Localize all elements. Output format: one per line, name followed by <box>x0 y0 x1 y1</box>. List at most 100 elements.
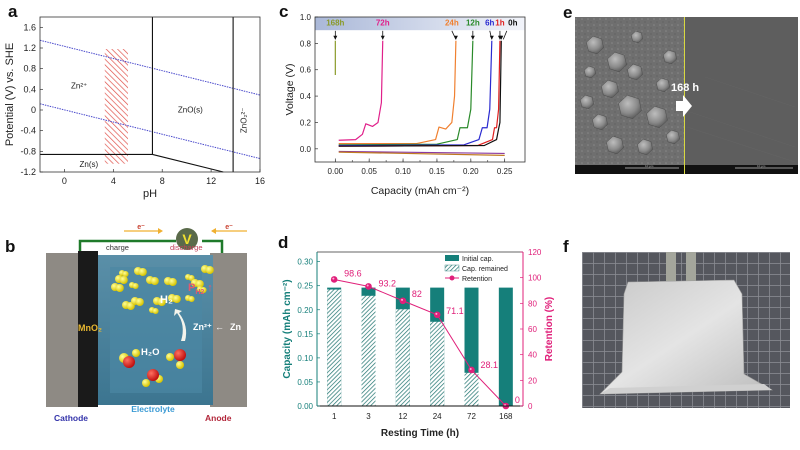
curve-1h <box>338 40 501 147</box>
arrowhead-left-icon <box>211 228 216 234</box>
y-axis-label: Voltage (V) <box>284 64 296 116</box>
curve-discharge-orange <box>338 151 505 157</box>
h2-label: H₂ <box>160 294 173 306</box>
retention-chart: 98.6 93.2 82 71.1 28.1 0 0.00 0.05 0.10 0.15 0.20 0… <box>282 248 555 439</box>
retention-point <box>330 276 338 283</box>
h2-atom <box>205 266 214 274</box>
annotation-24h: 24h <box>445 19 459 28</box>
annotation-0h: 0h <box>508 19 517 28</box>
y-tick-label: 0.4 <box>23 84 36 94</box>
x-axis-label: pH <box>143 188 157 200</box>
h2-atom <box>152 308 159 314</box>
zno-crystal <box>631 30 643 44</box>
legend-swatch-remained <box>444 264 460 272</box>
y-tick-label: 0.20 <box>297 306 313 315</box>
y-tick-label: 1.0 <box>300 13 312 22</box>
y-tick-label: -1.2 <box>20 167 36 177</box>
x-tick-label: 168 <box>499 412 513 421</box>
zno-crystal <box>618 95 642 119</box>
region-label: Zn²⁺ <box>71 81 87 90</box>
panel-e-label: e <box>563 3 573 22</box>
plot-frame <box>39 16 261 173</box>
sem-info-bar-right <box>685 165 798 174</box>
zno-crystal <box>586 35 604 55</box>
retention-point <box>399 297 407 305</box>
zn2-label: Zn²⁺ <box>193 322 212 332</box>
anode-label: Anode <box>205 413 232 423</box>
arrowhead-down-icon <box>333 35 338 40</box>
x-tick-label: 8 <box>160 176 165 186</box>
y-right-tick-label: 0 <box>528 402 533 411</box>
sem-annotation-168h: 168 h <box>671 82 699 94</box>
x-tick-label: 0.25 <box>497 167 513 176</box>
panel-f-label: f <box>563 237 569 256</box>
region-label: ZnO(s) <box>178 106 203 115</box>
legend-label: Initial cap. <box>462 256 494 263</box>
retention-point-highlight <box>469 368 472 371</box>
panel-c-label: c <box>279 2 289 21</box>
h2-atom <box>195 280 204 288</box>
x-tick-label: 12 <box>398 412 407 421</box>
x-tick-label: 0.20 <box>463 167 479 176</box>
zno-crystal <box>637 138 653 156</box>
arrowhead-down-icon <box>453 35 458 40</box>
legend-label: Cap. remained <box>462 266 508 273</box>
zno-crystal <box>584 65 596 79</box>
h2-atom <box>135 298 144 306</box>
sem-right-scratches <box>686 76 796 163</box>
retention-line <box>334 278 507 407</box>
y-axis-right-label: Retention (%) <box>544 297 555 361</box>
y-right-tick-label: 100 <box>528 274 542 283</box>
panel-d-label: d <box>278 233 289 252</box>
sem-info-bar-left <box>575 165 684 174</box>
electron-label-right: e⁻ <box>225 225 233 231</box>
voltmeter-icon <box>176 228 198 250</box>
pouch-seal <box>600 384 772 394</box>
bar-cap-remained <box>464 372 479 406</box>
h2-atom <box>157 298 166 306</box>
x-axis-label: Resting Time (h) <box>381 428 459 439</box>
retention-point <box>365 283 372 290</box>
retention-point <box>433 311 441 319</box>
reaction-arrow-icon <box>174 309 187 341</box>
annotation-6h: 6h <box>485 19 494 28</box>
zno-crystal <box>606 135 624 155</box>
retention-point-highlight <box>332 277 335 280</box>
annotation-72h: 72h <box>376 19 390 28</box>
charge-label: charge <box>106 243 129 252</box>
curve-6h <box>338 40 493 147</box>
electron-label-left: e⁻ <box>137 225 145 231</box>
annotation-1h: 1h <box>495 19 504 28</box>
zno-crystals <box>580 30 680 156</box>
h2-atom <box>168 278 177 286</box>
bar-cap-remained <box>395 309 410 406</box>
zno-crystal <box>666 129 680 145</box>
y-axis-label: Capacity (mAh cm⁻²) <box>282 279 293 378</box>
scale-label-left: 10 µm <box>645 164 654 168</box>
curve-0h <box>338 40 502 147</box>
label-band <box>315 17 525 31</box>
y-tick-label: 0.8 <box>300 39 312 48</box>
x-tick-label: 0.15 <box>429 167 445 176</box>
x-tick-label: 16 <box>255 176 265 186</box>
line-zn-zno <box>152 153 224 173</box>
zno-crystal <box>580 94 594 110</box>
data-label: 82 <box>412 289 422 299</box>
y-axis-label: Potential (V) vs. SHE <box>4 43 16 146</box>
y-tick-label: 0.30 <box>297 258 313 267</box>
retention-point-highlight <box>401 298 404 301</box>
y-right-tick-label: 20 <box>528 376 537 385</box>
x-axis-label: Capacity (mAh cm⁻²) <box>371 185 469 197</box>
external-circuit-wire <box>78 239 224 253</box>
bar-initial-cap <box>498 287 513 406</box>
x-tick-label: 0.05 <box>361 167 377 176</box>
data-label: 98.6 <box>344 268 362 278</box>
y-tick-label: -0.8 <box>20 146 36 156</box>
pourbaix-diagram: 1.6 1.2 0.8 0.4 0 -0.4 -0.8 -1.2 0 4 8 12 16 pH Potent… <box>4 16 265 200</box>
h2o-label: H₂O <box>141 347 159 358</box>
data-label: 0 <box>515 395 520 405</box>
arrowhead-down-icon <box>470 35 475 40</box>
mno2-electrode <box>78 251 98 407</box>
electrolyte-label: Electrolyte <box>131 404 175 414</box>
y-tick-label: 0.00 <box>297 402 313 411</box>
